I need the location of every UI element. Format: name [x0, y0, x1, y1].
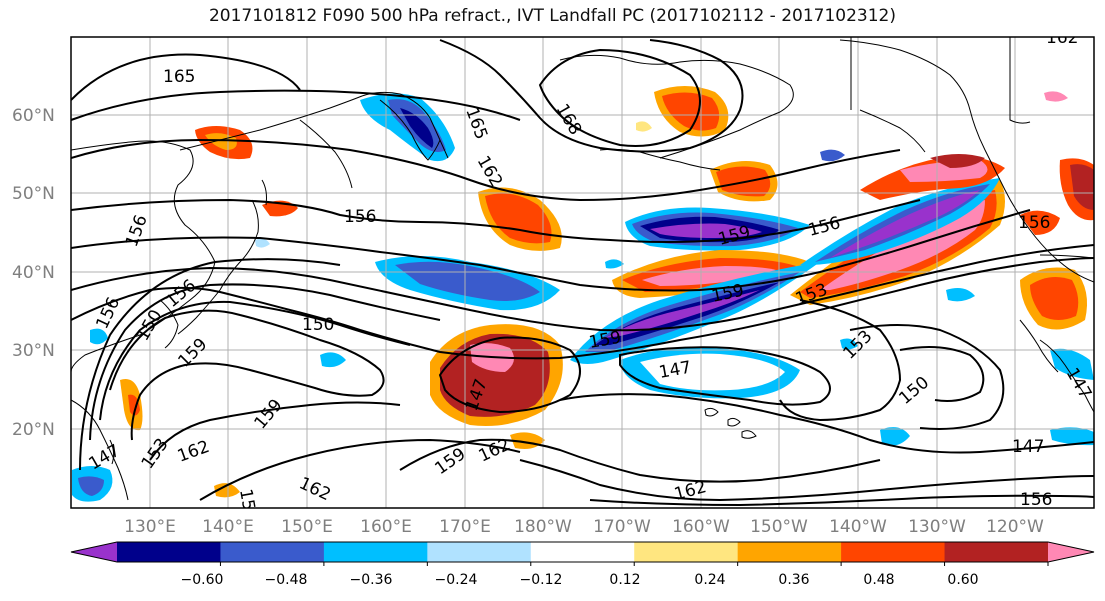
lon-label: 130°E: [124, 517, 176, 537]
contour-label: 156: [344, 207, 376, 227]
map-title: 2017101812 F090 500 hPa refract., IVT La…: [208, 6, 896, 26]
colorbar-tick-label: 0.48: [863, 572, 894, 588]
lon-label: 140°E: [202, 517, 254, 537]
height-contours: [71, 39, 1094, 507]
contour-label: 159: [235, 487, 260, 522]
lat-label-30n: 30°N: [12, 341, 55, 361]
longitude-labels: 130°E 140°E 150°E 160°E 170°E 180°W 170°…: [124, 517, 1044, 537]
lat-label-60n: 60°N: [12, 106, 55, 126]
lon-label: 150°E: [281, 517, 333, 537]
colorbar-tick-label: 0.12: [609, 572, 640, 588]
colorbar-cell: [220, 542, 325, 562]
lon-label: 150°W: [750, 517, 808, 537]
contour-label: 156: [1018, 213, 1050, 233]
contour-label: 150: [302, 315, 334, 335]
map-panel: 165 165 168 162 162 156 156 159 156 159 …: [71, 28, 1094, 522]
lat-label-50n: 50°N: [12, 184, 55, 204]
lon-label: 160°W: [672, 517, 730, 537]
colorbar-cell: [634, 542, 739, 562]
colorbar-tick-label: −0.60: [181, 572, 224, 588]
colorbar-tick-label: 0.24: [694, 572, 725, 588]
lat-label-20n: 20°N: [12, 420, 55, 440]
lon-label: 170°E: [439, 517, 491, 537]
colorbar-cell: [427, 542, 532, 562]
latitude-labels: 60°N 50°N 40°N 30°N 20°N: [12, 106, 55, 440]
lat-label-40n: 40°N: [12, 263, 55, 283]
lon-label: 170°W: [593, 517, 651, 537]
colorbar-cell: [117, 542, 221, 562]
colorbar-tick-label: −0.36: [350, 572, 393, 588]
colorbar-cell: [530, 542, 635, 562]
lon-label: 180°W: [514, 517, 572, 537]
colorbar-cell: [737, 542, 842, 562]
colorbar: −0.60 −0.48 −0.36 −0.24 −0.12 0.12 0.24 …: [70, 541, 1095, 588]
colorbar-cell: [1048, 542, 1094, 562]
lon-label: 130°W: [908, 517, 966, 537]
colorbar-cells: [70, 541, 1095, 563]
contour-label: 162: [1046, 28, 1078, 48]
colorbar-cell: [944, 542, 1049, 562]
colorbar-tick-label: −0.48: [265, 572, 308, 588]
graticule: [71, 37, 1094, 508]
colorbar-tick-label: 0.36: [778, 572, 809, 588]
colorbar-cell: [841, 542, 946, 562]
lon-label: 160°E: [360, 517, 412, 537]
lon-label: 140°W: [829, 517, 887, 537]
colorbar-tick-label: 0.60: [947, 572, 978, 588]
colorbar-cell: [323, 542, 428, 562]
lon-label: 120°W: [986, 517, 1044, 537]
colorbar-ticks: −0.60 −0.48 −0.36 −0.24 −0.12 0.12 0.24 …: [181, 562, 1049, 588]
colorbar-tick-label: −0.24: [435, 572, 478, 588]
colorbar-tick-label: −0.12: [520, 572, 563, 588]
contour-label: 147: [1012, 437, 1044, 457]
map-frame: [70, 36, 1095, 509]
contour-label: 156: [1020, 490, 1052, 510]
colorbar-outline: [70, 541, 1095, 563]
colorbar-cell: [71, 542, 117, 562]
coastlines: [71, 37, 1094, 501]
contour-label: 165: [163, 67, 195, 87]
